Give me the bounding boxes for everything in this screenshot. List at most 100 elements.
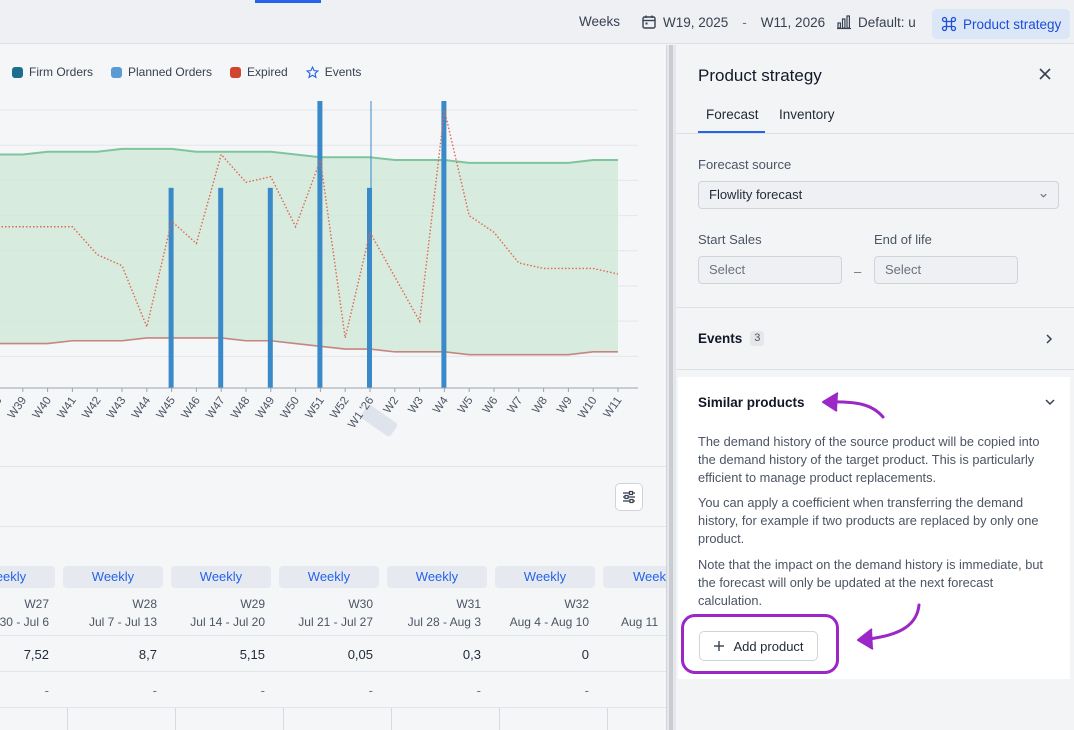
secondary-value-cell[interactable]: - [368,683,373,698]
secondary-value-cell[interactable]: - [152,683,157,698]
planned-order-bar [168,187,174,388]
table-column: Weekly W32 Aug 4 - Aug 10 0 - [491,561,599,730]
resize-grip[interactable] [669,45,673,730]
week-label: W31 [456,597,481,611]
secondary-value-cell[interactable]: - [584,683,589,698]
range-separator: - [742,14,747,30]
planned-order-bar [441,101,447,388]
forecast-value-cell[interactable]: 0,05 [347,647,373,662]
current-week-highlight [360,404,398,437]
x-tick-label: W7 [506,395,526,416]
legend-planned-orders[interactable]: Planned Orders [111,65,212,79]
similar-products-title[interactable]: Similar products [698,395,805,410]
x-tick-label: W42 [80,395,103,421]
chart-legend: Firm Orders Planned Orders Expired Event… [12,65,361,79]
description-paragraph: The demand history of the source product… [698,434,1040,485]
row-divider [0,707,666,708]
product-strategy-button[interactable]: Product strategy [932,9,1071,39]
secondary-value-cell[interactable]: - [260,683,265,698]
granularity-chip[interactable]: Weekly [63,566,163,588]
plus-icon [714,641,725,651]
table-column: Weekly Aug 11 [599,561,666,730]
x-tick-label: W8 [530,395,550,416]
table-column: Weekly W28 Jul 7 - Jul 13 8,7 - [59,561,167,730]
date-range-label: Jun 30 - Jul 6 [0,615,49,629]
granularity-chip[interactable]: Weekly [387,566,487,588]
legend-swatch [111,66,122,78]
granularity-chip[interactable]: Weekly [171,566,271,588]
legend-swatch [12,66,23,78]
table-column: Weekly W30 Jul 21 - Jul 27 0,05 - [275,561,383,730]
chevron-down-icon [1040,193,1047,198]
secondary-value-cell[interactable]: - [44,683,49,698]
forecast-value-cell[interactable]: 0 [581,647,589,662]
week-label: W29 [240,597,265,611]
table-settings-button[interactable] [615,483,643,511]
cell-divider [607,708,608,730]
week-label: W30 [348,597,373,611]
upper-band-line [0,147,618,164]
end-of-life-select[interactable]: Select [874,256,1018,284]
date-range-label: Jul 21 - Jul 27 [298,615,373,629]
date-range-label: Jul 7 - Jul 13 [88,615,157,629]
events-count-badge: 3 [750,331,765,346]
date-range-picker[interactable]: W19, 2025 - W11, 2026 [641,14,825,30]
confidence-band-area [0,148,618,355]
close-icon[interactable] [1038,67,1052,81]
row-divider [0,635,666,636]
planned-order-bar [267,187,273,388]
secondary-value-cell[interactable]: - [476,683,481,698]
description-paragraph: You can apply a coefficient when transfe… [698,495,1039,546]
x-tick-label: W10 [576,395,599,421]
x-tick-label: W48 [229,395,252,421]
legend-label: Firm Orders [29,65,93,79]
table-column: Weekly W27 Jun 30 - Jul 6 7,52 - [0,561,59,730]
calendar-icon [642,15,656,29]
divider [676,133,1074,134]
range-end: W11, 2026 [760,14,826,30]
forecast-chart: W38 W39 W40 W41 W42 W43 W44 W45 W46 W47 W48 W49 W50 W… [0,101,638,437]
granularity-chip[interactable]: Weekly [0,566,55,588]
end-of-life-label: End of life [874,232,932,247]
forecast-source-value: Flowlity forecast [709,187,803,202]
events-section-header[interactable]: Events 3 [698,331,765,346]
granularity-chip[interactable]: Weekly [279,566,379,588]
forecast-value-cell[interactable]: 8,7 [138,647,157,662]
legend-label: Planned Orders [128,65,213,79]
chevron-down-icon[interactable] [1044,397,1056,407]
tab-inventory[interactable]: Inventory [779,107,835,122]
forecast-value-cell[interactable]: 7,52 [23,647,49,662]
granularity-chip[interactable]: Weekly [603,566,666,588]
row-divider [0,671,666,672]
legend-events[interactable]: Events [305,65,362,79]
x-tick-label: W46 [179,395,202,421]
granularity-chip[interactable]: Weekly [495,566,595,588]
legend-expired[interactable]: Expired [230,65,288,79]
default-view-selector[interactable]: Default: u [836,14,916,30]
x-tick-label: W51 [303,395,326,421]
top-toolbar: Weeks W19, 2025 - W11, 2026 Default: u P… [0,0,1074,44]
cell-divider [499,708,500,730]
main-content: Firm Orders Planned Orders Expired Event… [0,45,666,730]
legend-label: Events [324,65,362,79]
start-sales-placeholder: Select [709,262,746,277]
x-tick-label: W49 [254,395,277,421]
x-tick-label: W39 [6,395,29,421]
tab-forecast[interactable]: Forecast [706,107,759,122]
legend-firm-orders[interactable]: Firm Orders [12,65,93,79]
start-sales-select[interactable]: Select [698,256,842,284]
week-label: W28 [132,597,157,611]
x-tick-label: W6 [481,395,501,416]
table-column: Weekly W31 Jul 28 - Aug 3 0,3 - [383,561,491,730]
forecast-value-cell[interactable]: 0,3 [462,647,481,662]
forecast-source-select[interactable]: Flowlity forecast [698,181,1059,209]
legend-label: Expired [247,65,288,79]
x-tick-label: W44 [130,394,154,421]
x-tick-label: W11 [602,395,625,421]
chevron-right-icon[interactable] [1044,333,1054,345]
panel-resize-handle[interactable] [666,45,676,730]
granularity-selector[interactable]: Weeks [579,14,620,29]
forecast-value-cell[interactable]: 5,15 [239,647,265,662]
add-product-button[interactable]: Add product [699,631,818,661]
legend-swatch [230,66,242,78]
